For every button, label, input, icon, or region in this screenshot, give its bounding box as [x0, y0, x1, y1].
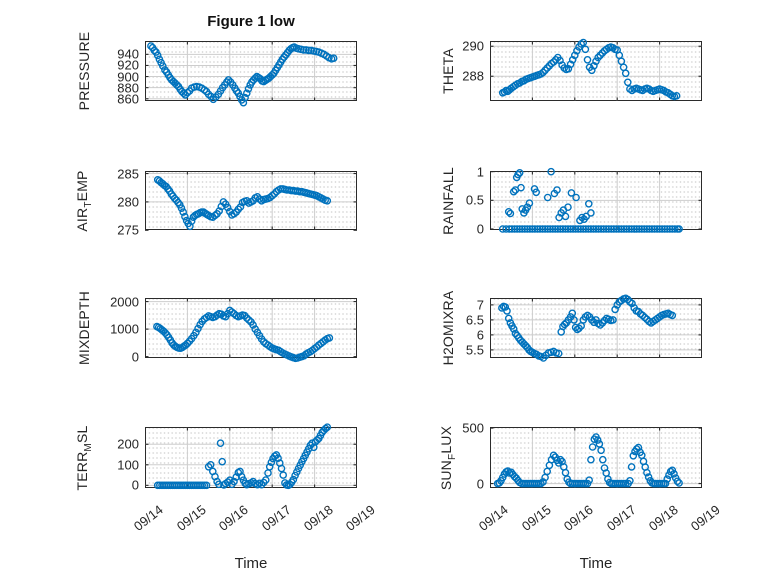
y-tick-label: 1000 — [110, 321, 139, 337]
y-tick-label: 288 — [462, 68, 484, 84]
x-tick-label: 09/14 — [131, 502, 167, 534]
y-axis-label-air-temp: AIRTEMP — [74, 170, 94, 231]
y-axis-label-rainfall: RAINFALL — [440, 167, 456, 235]
y-tick-label: 280 — [117, 194, 139, 210]
axis-tick-marks — [145, 171, 357, 231]
y-axis-label-text: TERR — [74, 451, 91, 490]
major-gridlines — [145, 41, 357, 101]
y-tick-label: 0 — [131, 349, 139, 365]
axis-tick-marks — [490, 41, 702, 101]
y-axis-label-h2omixra: H2OMIXRA — [440, 291, 456, 366]
scatter-points — [153, 423, 332, 490]
y-axis-label-mixdepth: MIXDEPTH — [76, 291, 92, 365]
y-axis-label-text: MIXDEPTH — [76, 291, 92, 365]
x-tick-label: 09/19 — [343, 502, 379, 534]
y-tick-label: 275 — [117, 222, 139, 238]
y-tick-label: 0.5 — [465, 192, 484, 208]
y-tick-label: 900 — [117, 69, 139, 85]
y-axis-label-subscript: T — [82, 200, 94, 208]
y-axis-label-text: PRESSURE — [76, 31, 92, 111]
y-axis-label-text: AIR — [74, 207, 91, 232]
y-tick-label: 0 — [131, 477, 139, 493]
x-tick-label: 09/14 — [476, 502, 512, 534]
plot-canvas — [490, 294, 702, 362]
y-tick-label: 5.5 — [465, 342, 484, 358]
scatter-points — [498, 38, 681, 101]
scatter-points — [498, 294, 677, 362]
y-tick-label: 920 — [117, 57, 139, 73]
y-axis-label-subscript: M — [82, 442, 94, 452]
y-tick-label: 6.5 — [465, 312, 484, 328]
axis-tick-marks — [490, 171, 702, 230]
plot-canvas — [145, 298, 357, 363]
y-tick-label: 2000 — [110, 294, 139, 310]
y-axis-label-text: H2OMIXRA — [440, 290, 456, 366]
y-tick-label: 500 — [462, 420, 484, 436]
figure-title: Figure 1 low — [207, 13, 295, 30]
x-tick-label: 09/15 — [173, 502, 209, 534]
y-tick-label: 6 — [476, 327, 484, 343]
plot-canvas — [490, 167, 702, 233]
scatter-points — [153, 176, 332, 231]
x-tick-label: 09/19 — [688, 502, 724, 534]
x-tick-label: 09/17 — [258, 502, 294, 534]
plot-canvas — [145, 423, 357, 490]
y-axis-label-theta: THETA — [440, 48, 456, 94]
y-tick-label: 0 — [476, 476, 484, 492]
x-tick-label: 09/18 — [645, 502, 681, 534]
scatter-points — [153, 306, 334, 363]
x-tick-label: 09/16 — [216, 502, 252, 534]
plot-area — [490, 298, 702, 358]
y-tick-label: 860 — [117, 91, 139, 107]
y-axis-label-text: RAINFALL — [440, 166, 456, 235]
y-tick-label: 290 — [462, 38, 484, 54]
y-axis-label-sun-flux: SUNFLUX — [438, 425, 458, 489]
y-tick-label: 7 — [476, 297, 484, 313]
axis-tick-marks — [490, 298, 702, 358]
plot-canvas — [490, 38, 702, 101]
y-tick-label: 285 — [117, 166, 139, 182]
y-axis-label-text: LUX — [438, 425, 455, 454]
y-tick-label: 1 — [476, 164, 484, 180]
y-axis-label-text: SL — [74, 425, 91, 443]
y-tick-label: 100 — [117, 457, 139, 473]
y-axis-label-text: SUN — [438, 459, 455, 490]
plot-canvas — [490, 427, 702, 488]
plot-canvas — [145, 41, 357, 107]
axis-tick-marks — [145, 41, 357, 101]
x-tick-label: 09/16 — [561, 502, 597, 534]
scatter-points — [147, 42, 338, 107]
y-tick-label: 880 — [117, 80, 139, 96]
y-tick-label: 0 — [476, 221, 484, 237]
x-axis-label: Time — [579, 555, 613, 572]
scatter-points — [493, 433, 683, 488]
major-gridlines — [490, 41, 702, 101]
axis-tick-marks — [145, 298, 357, 358]
major-gridlines — [490, 171, 702, 230]
y-tick-label: 200 — [117, 436, 139, 452]
plot-canvas — [145, 171, 357, 231]
y-axis-label-text: EMP — [74, 169, 91, 201]
major-gridlines — [490, 298, 702, 358]
x-tick-label: 09/17 — [603, 502, 639, 534]
y-axis-label-pressure: PRESSURE — [76, 32, 92, 111]
x-tick-label: 09/15 — [518, 502, 554, 534]
x-tick-label: 09/18 — [300, 502, 336, 534]
y-tick-label: 940 — [117, 46, 139, 62]
scatter-points — [498, 167, 683, 233]
y-axis-label-text: THETA — [440, 48, 456, 94]
y-axis-label-terr-msl: TERRMSL — [74, 425, 94, 490]
x-axis-label: Time — [234, 555, 268, 572]
